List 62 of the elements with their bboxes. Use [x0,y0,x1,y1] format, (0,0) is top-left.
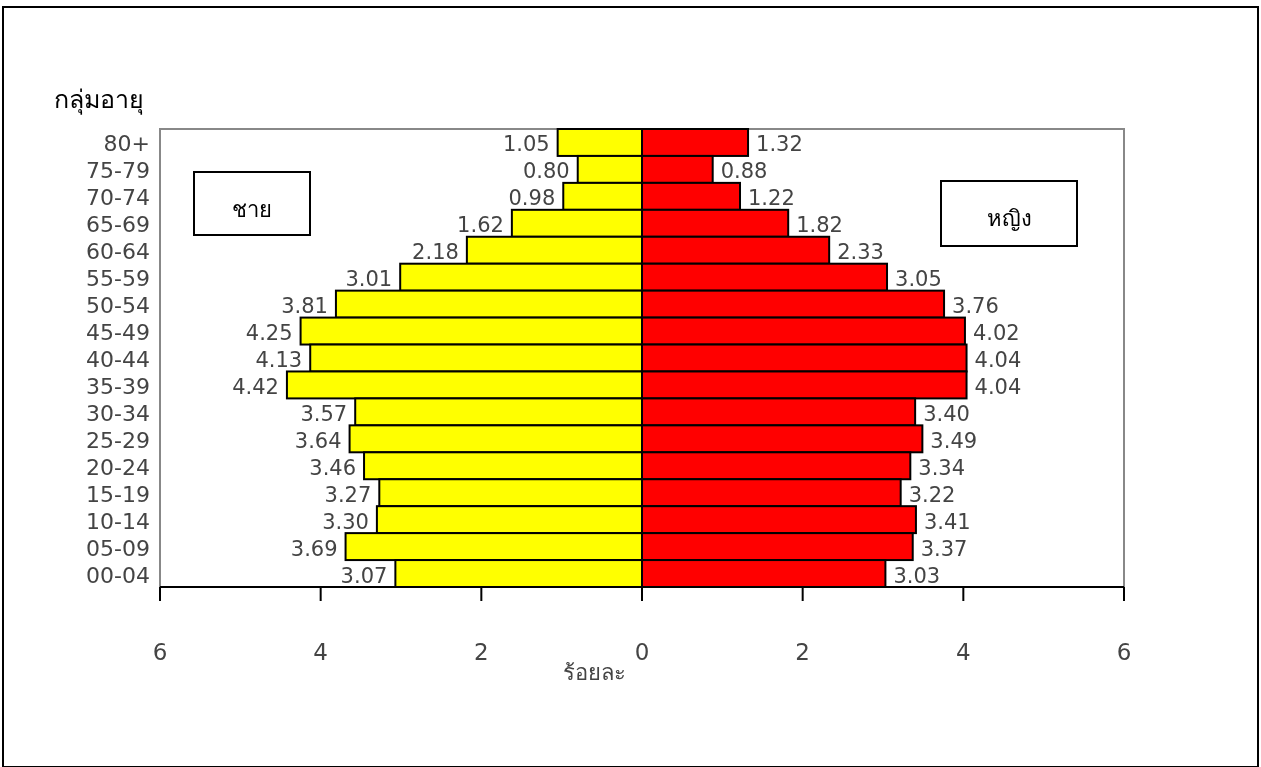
x-axis-title: ร้อยละ [562,660,626,685]
y-tick-label: 40-44 [86,347,150,372]
x-tick-label: 0 [634,639,650,665]
y-tick-label: 05-09 [86,535,150,561]
data-label: 2.18 [412,240,459,265]
y-tick-label: 70-74 [86,185,150,211]
y-tick-label: 45-49 [86,320,150,346]
text: ชาย [232,197,272,222]
data-label: 3.64 [294,428,342,453]
data-label: 3.46 [309,455,357,480]
data-label: 0.98 [508,186,556,211]
data-label: 4.04 [974,374,1022,399]
data-label: 4.42 [232,374,279,399]
data-label: 4.02 [972,321,1020,346]
data-label: 1.62 [457,213,504,238]
data-label: 0.80 [522,159,570,184]
x-tick-label: 6 [1116,639,1132,665]
data-label: 3.22 [908,482,956,507]
data-label: 3.57 [300,401,348,426]
y-tick-label: 50-54 [86,293,150,319]
x-tick-label: 2 [795,639,810,665]
y-tick-label: 65-69 [86,212,150,238]
data-label: 1.05 [502,132,550,157]
data-label: 3.01 [345,267,393,292]
data-label: 3.76 [952,294,999,319]
y-tick-label: 55-59 [86,266,150,292]
data-label: 4.25 [245,321,293,346]
y-tick-label: 35-39 [86,373,150,399]
data-label: 2.33 [837,240,884,265]
y-tick-label: 00-04 [86,562,150,588]
x-tick-label: 4 [313,639,328,665]
y-axis-title: กลุ่มอายุ [54,85,144,115]
data-label: 3.69 [290,536,338,561]
y-tick-label: 80+ [103,131,150,157]
x-tick-label: 6 [152,639,168,665]
data-label: 1.32 [756,132,803,157]
data-label: 3.07 [340,563,388,588]
data-label: 3.81 [281,294,328,319]
data-label: 3.03 [893,563,941,588]
data-label: 3.34 [918,455,966,480]
data-label: 1.82 [796,213,843,238]
data-label: 3.49 [930,428,978,453]
data-label: 3.27 [324,482,372,507]
data-label: 3.37 [920,536,968,561]
data-label: 3.41 [923,509,971,534]
text: หญิง [986,206,1032,231]
data-label: 4.13 [255,348,303,372]
y-tick-label: 15-19 [86,481,150,507]
data-label: 3.05 [895,267,942,292]
x-tick-label: 2 [474,639,489,665]
data-label: 3.40 [923,401,970,426]
y-tick-label: 10-14 [86,508,150,534]
y-tick-label: 25-29 [86,427,150,453]
data-label: 1.22 [748,186,795,211]
data-label: 0.88 [720,159,768,184]
y-tick-label: 20-24 [86,454,150,480]
y-tick-label: 60-64 [86,239,150,265]
data-label: 4.04 [974,348,1022,372]
data-label: 3.30 [322,509,369,534]
x-tick-label: 4 [956,639,971,665]
y-tick-label: 30-34 [86,400,150,426]
y-tick-label: 75-79 [86,158,150,184]
